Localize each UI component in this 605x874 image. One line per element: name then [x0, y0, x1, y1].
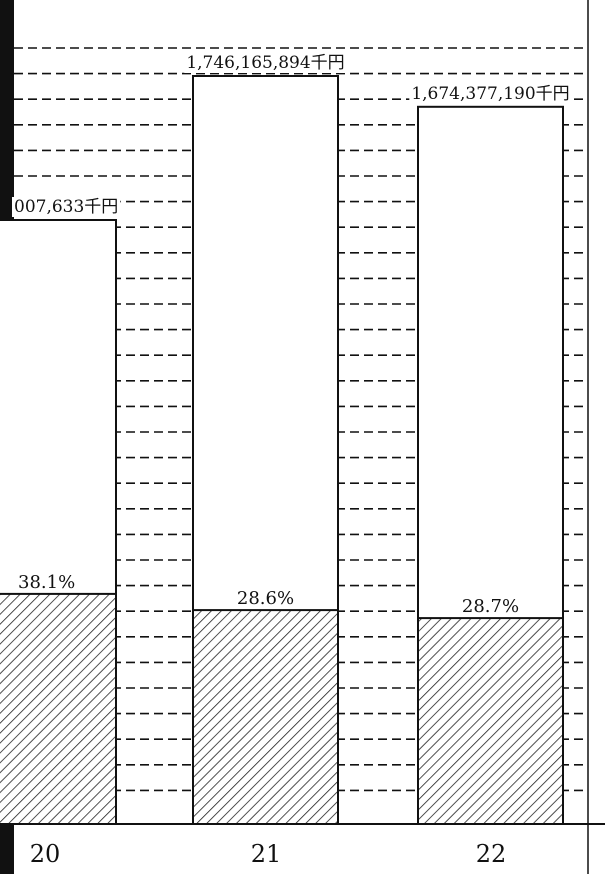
- bar-share-20: [0, 592, 117, 826]
- total-label-bg: [12, 197, 121, 217]
- bar-share-22: [417, 617, 564, 825]
- bars: [0, 75, 564, 826]
- category-label-22: 22: [476, 840, 507, 868]
- labels: 007,633千円 38.1% 20 1,746,165,894千円 28.6% 21 1,…: [12, 53, 572, 868]
- total-label-22: 1,674,377,190千円: [411, 84, 569, 104]
- category-label-21: 21: [251, 840, 282, 868]
- total-label-bg: [184, 53, 347, 73]
- category-label-20: 20: [30, 840, 61, 868]
- total-label-20: 007,633千円: [14, 197, 118, 217]
- total-label-21: 1,746,165,894千円: [186, 53, 344, 73]
- share-label-22: 28.7%: [462, 596, 519, 617]
- share-label-21: 28.6%: [237, 588, 294, 609]
- total-label-bg: [409, 83, 572, 104]
- bar-share-21: [192, 609, 339, 825]
- share-label-20: 38.1%: [18, 572, 75, 593]
